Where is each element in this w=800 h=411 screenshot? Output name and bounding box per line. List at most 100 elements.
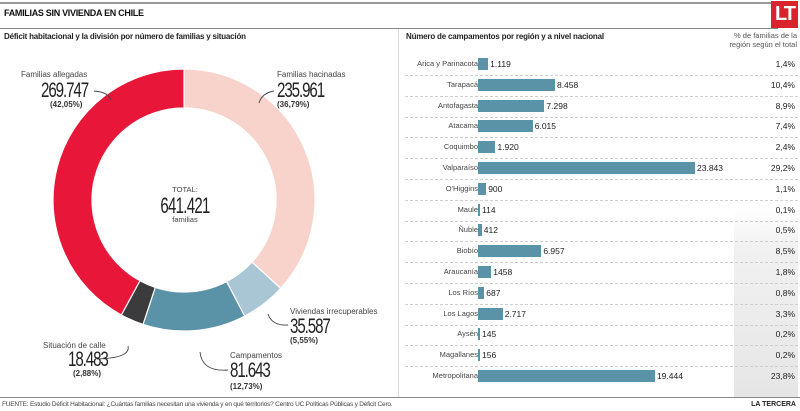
region-percent: 8,5% [775, 246, 795, 257]
region-label: Metropolitana [432, 371, 478, 380]
bar [478, 78, 555, 91]
bar-row: Aysén 145 0,2% [405, 325, 798, 347]
slice-label-campamentos: Campamentos [230, 351, 283, 360]
region-label: Maule [457, 204, 478, 214]
region-label: Araucanía [443, 267, 478, 276]
slice-value-irrecuperables: 35.587 [290, 315, 331, 338]
slice-label-allegadas: Familias allegadas [21, 70, 88, 79]
donut-total-unit: familias [172, 215, 198, 224]
donut-slice-hacinadas [183, 68, 316, 290]
region-percent: 10,4% [770, 79, 795, 90]
bar-row: Arica y Parinacota 1.119 1,4% [405, 55, 798, 76]
leader-calle [96, 345, 129, 360]
leader-campamentos [199, 351, 229, 371]
region-label: Magallanes [439, 350, 478, 360]
column-divider [398, 29, 399, 397]
top-rule [0, 2, 780, 4]
percent-column-shading [734, 209, 798, 397]
bar-value-label: 1.920 [497, 142, 519, 153]
region-label: Antofagasta [437, 100, 478, 110]
bar-row: O'Higgins 900 1,1% [405, 180, 798, 201]
region-percent: 2,4% [775, 142, 795, 153]
bar [478, 224, 482, 237]
donut-chart [52, 68, 316, 371]
bar-row: Biobío 6.957 8,5% [405, 242, 798, 264]
region-percent: 7,4% [775, 121, 795, 132]
bar [478, 162, 695, 174]
leader-irrecuperables [267, 313, 289, 326]
bar-value-label: 2.717 [504, 308, 526, 319]
bar-value-label: 687 [486, 287, 501, 298]
region-percent: 1,1% [775, 183, 795, 194]
donut-total-value: 641.421 [160, 193, 210, 218]
bar-value-label: 114 [482, 204, 496, 215]
bar-row: Antofagasta 7.298 8,9% [405, 97, 798, 118]
bar-row: Ñuble 412 0,5% [405, 221, 798, 243]
region-label: Ñuble [458, 225, 478, 235]
region-percent: 0,8% [775, 287, 795, 298]
bar-row: Maule 114 0,1% [405, 201, 798, 222]
region-percent: 23,8% [770, 371, 795, 381]
bar-row: Araucanía 1458 1,8% [405, 263, 798, 284]
bar [478, 203, 480, 216]
slice-percent-calle: (2,88%) [73, 369, 102, 378]
region-percent: 0,2% [775, 350, 795, 361]
bar [478, 349, 480, 362]
bar-row: Metropolitana 19.444 23,8% [405, 367, 798, 388]
region-label: Arica y Parinacota [417, 59, 478, 68]
bar-value-label: 7.298 [546, 100, 568, 111]
main-title: FAMILIAS SIN VIVIENDA EN CHILE [4, 8, 144, 18]
region-percent: 3,3% [775, 308, 795, 319]
region-percent: 0,2% [775, 329, 795, 340]
donut-slice-allegadas [52, 68, 185, 316]
bar [478, 245, 542, 258]
bar-row: Valparaíso 23.843 29,2% [405, 159, 798, 180]
donut-slice-campamentos [142, 280, 246, 332]
donut-total-label: TOTAL: [172, 185, 198, 194]
bar-value-label: 412 [483, 225, 498, 236]
slice-label-calle: Situación de calle [43, 341, 106, 350]
bar [478, 141, 496, 154]
source-note: FUENTE: Estudio Déficit Habitacional: ¿C… [2, 401, 393, 408]
region-label: Valparaíso [442, 163, 478, 172]
footer-divider [0, 397, 800, 398]
region-label: Atacama [448, 121, 478, 131]
bar [478, 307, 503, 320]
leader-allegadas [93, 90, 112, 101]
bar-row: Los Ríos 687 0,8% [405, 284, 798, 305]
bar-value-label: 23.843 [697, 163, 723, 173]
region-label: Los Lagos [443, 308, 478, 318]
slice-percent-campamentos: (12,73%) [230, 382, 263, 391]
region-percent: 8,9% [775, 100, 795, 111]
region-percent: 1,4% [775, 59, 795, 69]
bar-value-label: 6.015 [534, 121, 557, 132]
slice-value-campamentos: 81.643 [230, 359, 271, 382]
leader-hacinadas [258, 90, 275, 104]
bar-row: Tarapacá 8.458 10,4% [405, 76, 798, 97]
slice-percent-irrecuperables: (5,55%) [290, 336, 319, 345]
percent-column-header: % de familias de la región según el tota… [729, 31, 797, 49]
bar-row: Magallanes 156 0,2% [405, 346, 798, 368]
region-label: Coquimbo [443, 142, 478, 152]
region-percent: 0,1% [775, 204, 795, 215]
region-percent: 1,8% [775, 267, 795, 277]
region-percent: 0,5% [775, 225, 795, 236]
bar-row: Coquimbo 1.920 2,4% [405, 138, 798, 160]
region-label: O'Higgins [445, 183, 478, 193]
donut-chart-title: Déficit habitacional y la división por n… [4, 32, 246, 41]
bar-value-label: 6.957 [543, 246, 565, 257]
slice-percent-allegadas: (42,05%) [50, 100, 83, 109]
bar-value-label: 145 [482, 329, 497, 340]
bar-value-label: 8.458 [556, 79, 579, 90]
slice-value-calle: 18.483 [68, 348, 109, 371]
slice-value-allegadas: 269.747 [41, 79, 89, 102]
bar [478, 328, 480, 341]
bar [478, 182, 487, 195]
brand-credit: LA TERCERA [751, 401, 796, 408]
la-tercera-logo: LT [771, 1, 798, 28]
bar [478, 370, 655, 382]
bar [478, 286, 485, 299]
slice-value-hacinadas: 235.961 [277, 79, 325, 102]
bar [478, 120, 533, 133]
bar-value-label: 19.444 [656, 371, 683, 381]
